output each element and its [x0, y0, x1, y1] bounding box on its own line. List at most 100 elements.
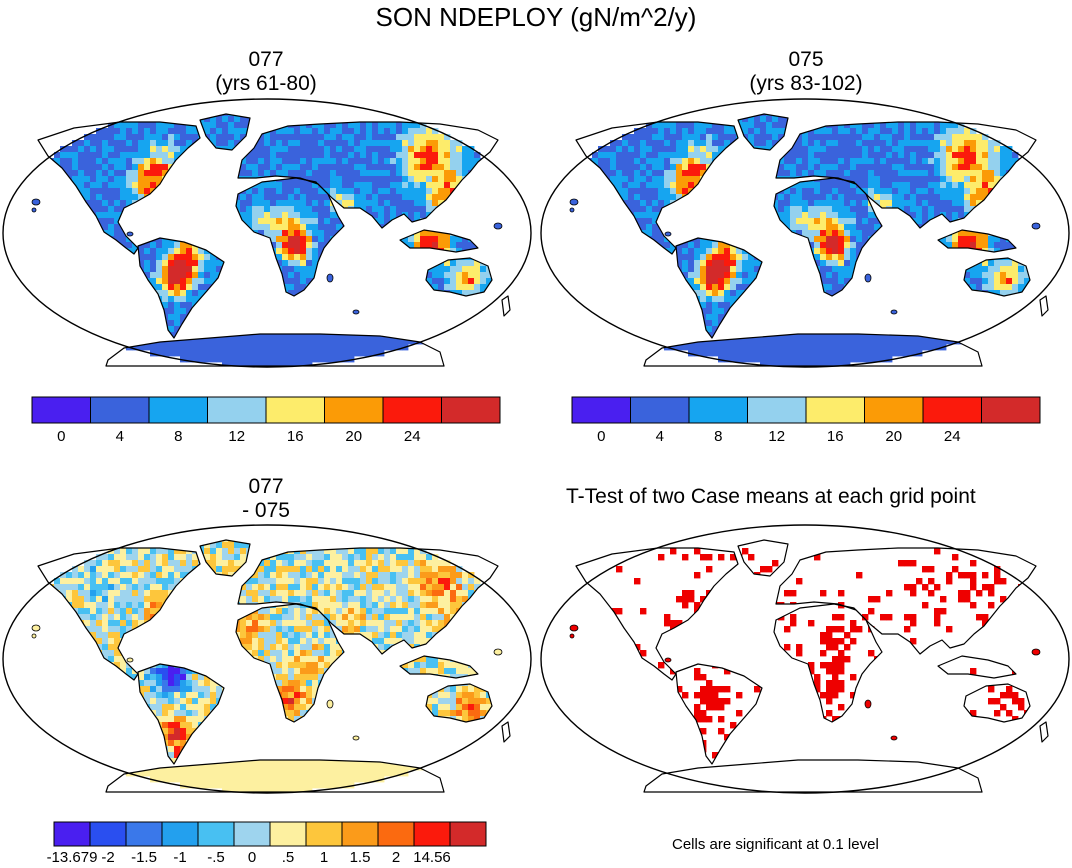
grid-cell [156, 350, 163, 357]
grid-cell [276, 332, 283, 339]
grid-cell [180, 344, 187, 351]
grid-cell [426, 278, 433, 285]
grid-cell [462, 266, 469, 273]
grid-cell [468, 266, 475, 273]
grid-cell [108, 134, 115, 141]
grid-cell [994, 140, 1001, 147]
grid-cell [378, 146, 385, 153]
grid-cell [144, 152, 151, 159]
grid-cell [282, 140, 289, 147]
grid-cell [324, 152, 331, 159]
grid-cell [970, 128, 977, 135]
grid-cell [676, 170, 683, 177]
grid-cell [324, 236, 331, 243]
grid-cell [922, 146, 929, 153]
grid-cell [114, 224, 121, 231]
grid-cell [934, 170, 941, 177]
grid-cell [306, 212, 313, 219]
grid-cell [922, 194, 929, 201]
grid-cell [874, 200, 881, 207]
grid-cell [150, 140, 157, 147]
grid-cell [700, 140, 707, 147]
grid-cell [664, 140, 671, 147]
grid-cell [682, 242, 689, 249]
grid-cell [862, 206, 869, 213]
grid-cell [384, 344, 391, 351]
grid-cell [706, 242, 713, 249]
grid-cell [916, 206, 923, 213]
grid-cell [934, 146, 941, 153]
grid-cell [264, 350, 271, 357]
grid-cell [282, 338, 289, 345]
grid-cell [438, 146, 445, 153]
grid-cell [360, 134, 367, 141]
grid-cell [688, 164, 695, 171]
grid-cell [294, 146, 301, 153]
grid-cell [922, 158, 929, 165]
grid-cell [910, 212, 917, 219]
grid-cell [120, 122, 127, 129]
grid-cell [444, 176, 451, 183]
grid-cell [162, 122, 169, 129]
grid-cell [970, 170, 977, 177]
grid-cell [312, 134, 319, 141]
grid-cell [264, 182, 271, 189]
grid-cell [156, 248, 163, 255]
grid-cell [390, 170, 397, 177]
grid-cell [360, 122, 367, 129]
grid-cell [802, 152, 809, 159]
grid-cell [282, 218, 289, 225]
grid-cell [664, 152, 671, 159]
grid-cell [348, 164, 355, 171]
grid-cell [270, 242, 277, 249]
grid-cell [294, 344, 301, 351]
grid-cell [670, 176, 677, 183]
grid-cell [604, 170, 611, 177]
grid-cell [150, 122, 157, 129]
grid-cell [312, 212, 319, 219]
grid-cell [682, 122, 689, 129]
grid-cell [826, 164, 833, 171]
grid-cell [120, 200, 127, 207]
grid-cell [898, 146, 905, 153]
grid-cell [330, 338, 337, 345]
grid-cell [408, 122, 415, 129]
grid-cell [468, 260, 475, 267]
grid-cell [616, 164, 623, 171]
grid-cell [306, 170, 313, 177]
grid-cell [808, 200, 815, 207]
grid-cell [294, 164, 301, 171]
grid-cell [826, 218, 833, 225]
grid-cell [390, 152, 397, 159]
grid-cell [790, 194, 797, 201]
grid-cell [688, 182, 695, 189]
grid-cell [868, 188, 875, 195]
grid-cell [838, 218, 845, 225]
grid-cell [874, 224, 881, 231]
grid-cell [282, 146, 289, 153]
grid-cell [934, 188, 941, 195]
grid-cell [96, 212, 103, 219]
grid-cell [396, 338, 403, 345]
grid-cell [258, 152, 265, 159]
grid-cell [748, 140, 755, 147]
grid-cell [372, 140, 379, 147]
grid-cell [342, 134, 349, 141]
grid-cell [354, 176, 361, 183]
grid-cell [468, 152, 475, 159]
grid-cell [168, 122, 175, 129]
grid-cell [916, 122, 923, 129]
grid-cell [658, 164, 665, 171]
grid-cell [54, 152, 61, 159]
grid-cell [282, 134, 289, 141]
grid-cell [312, 206, 319, 213]
grid-cell [360, 200, 367, 207]
grid-cell [802, 230, 809, 237]
grid-cell [114, 134, 121, 141]
grid-cell [132, 146, 139, 153]
grid-cell [294, 152, 301, 159]
grid-cell [270, 182, 277, 189]
grid-cell [976, 194, 983, 201]
grid-cell [456, 272, 463, 279]
grid-cell [622, 188, 629, 195]
